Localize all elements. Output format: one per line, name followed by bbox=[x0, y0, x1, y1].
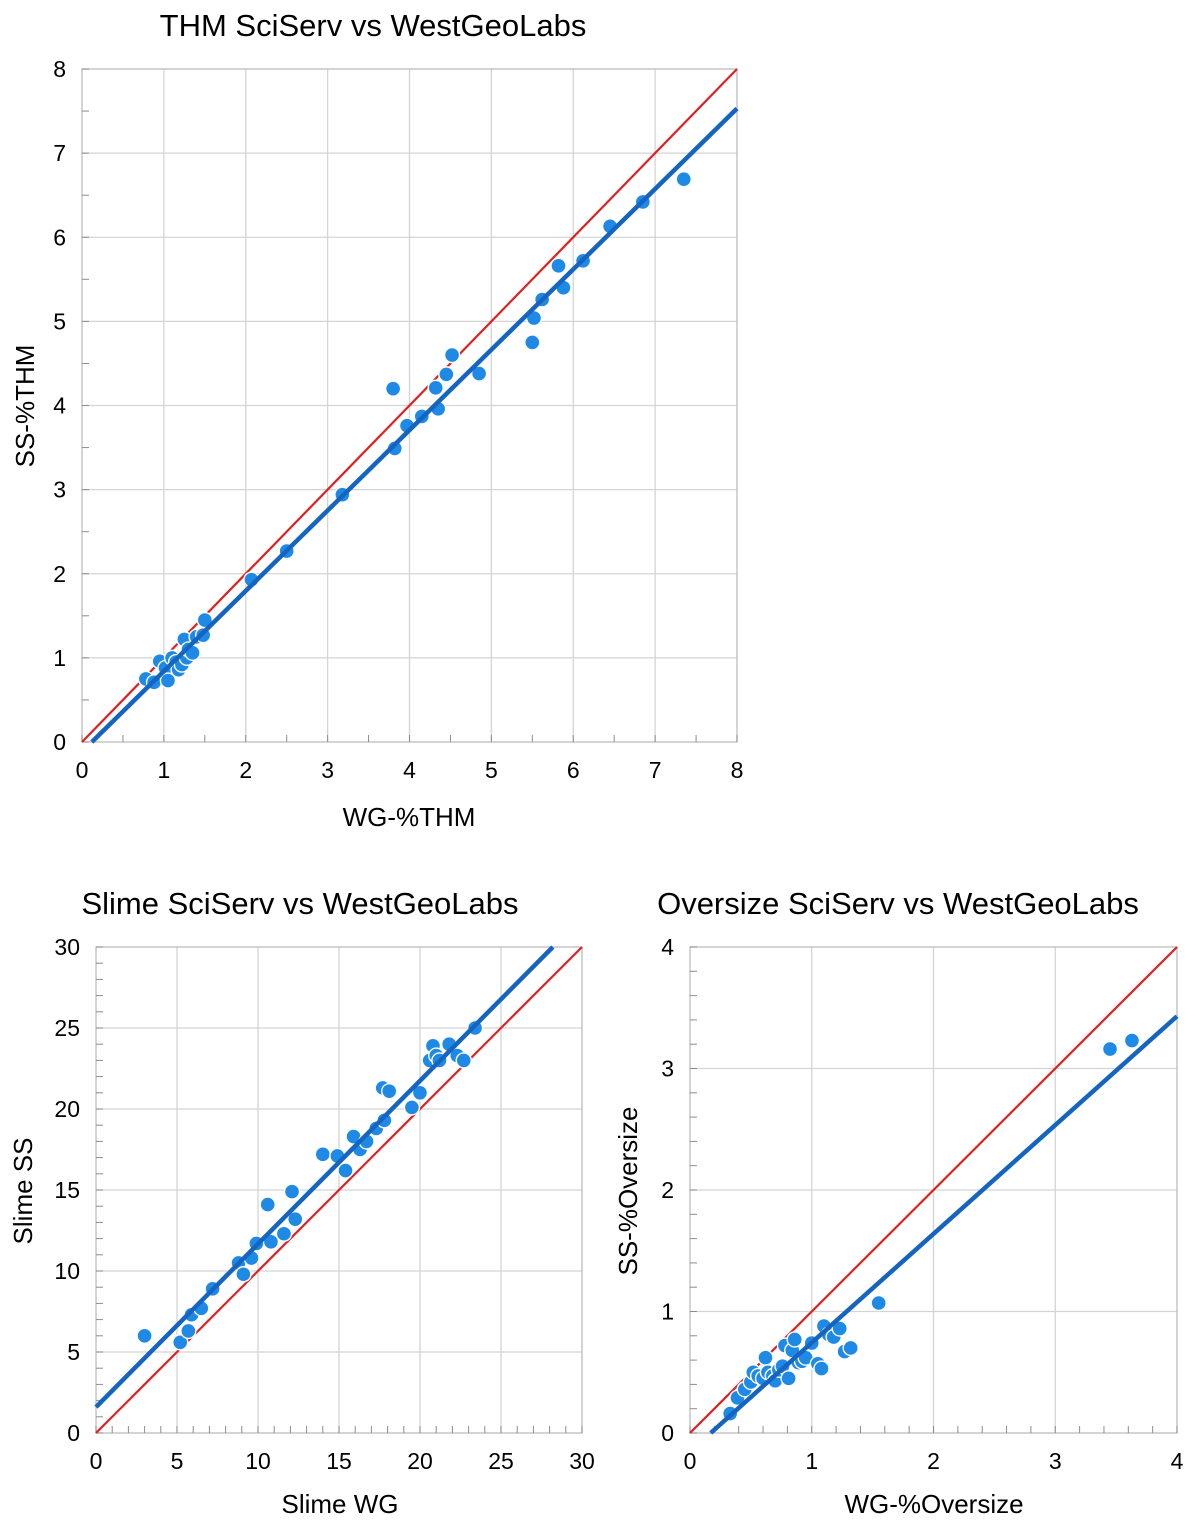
y-tick-label: 6 bbox=[53, 224, 66, 250]
x-axis-label: WG-%Oversize bbox=[844, 1489, 1023, 1519]
x-tick-label: 2 bbox=[239, 757, 252, 783]
x-tick-label: 10 bbox=[245, 1448, 271, 1474]
data-point bbox=[196, 611, 214, 629]
x-tick-label: 15 bbox=[326, 1448, 352, 1474]
x-tick-label: 5 bbox=[485, 757, 498, 783]
y-axis-label: Slime SS bbox=[8, 1138, 38, 1245]
x-tick-label: 7 bbox=[649, 757, 662, 783]
data-point bbox=[675, 171, 692, 188]
y-tick-label: 7 bbox=[53, 140, 66, 166]
y-tick-label: 3 bbox=[661, 1056, 674, 1082]
y-tick-label: 25 bbox=[54, 1015, 80, 1041]
chart-thm: THM SciServ vs WestGeoLabs 0 1 2 3 4 5 6 7 8 0 1 2 3… bbox=[10, 8, 743, 832]
x-tick-label: 20 bbox=[407, 1448, 433, 1474]
y-tick-label: 2 bbox=[53, 561, 66, 587]
identity-line bbox=[95, 946, 583, 1434]
y-tick-label: 0 bbox=[67, 1420, 80, 1446]
chart-title: Slime SciServ vs WestGeoLabs bbox=[81, 886, 518, 921]
data-point bbox=[262, 1233, 280, 1251]
y-tick-label: 10 bbox=[54, 1258, 80, 1284]
data-point bbox=[813, 1360, 830, 1377]
data-point bbox=[136, 1327, 153, 1345]
y-tick-label: 4 bbox=[53, 393, 66, 419]
chart-oversize: Oversize SciServ vs WestGeoLabs 0 1 2 3 4 0 1 2… bbox=[613, 886, 1184, 1519]
data-point bbox=[550, 257, 567, 275]
data-point bbox=[427, 379, 444, 397]
data-point bbox=[403, 1099, 421, 1116]
plot-area: 0 1 2 3 4 0 1 2 3 4 bbox=[661, 934, 1183, 1474]
y-axis-label: SS-%Oversize bbox=[613, 1106, 643, 1275]
data-point bbox=[455, 1052, 472, 1069]
x-axis-label: WG-%THM bbox=[343, 802, 476, 832]
chart-title: THM SciServ vs WestGeoLabs bbox=[160, 8, 587, 43]
x-tick-label: 0 bbox=[90, 1448, 103, 1474]
data-point bbox=[386, 440, 403, 457]
chart-title: Oversize SciServ vs WestGeoLabs bbox=[657, 886, 1139, 921]
x-tick-label: 3 bbox=[1049, 1448, 1062, 1474]
x-tick-label: 25 bbox=[488, 1448, 514, 1474]
y-tick-label: 30 bbox=[54, 934, 80, 960]
data-point bbox=[831, 1320, 848, 1337]
data-point bbox=[287, 1210, 304, 1228]
data-point bbox=[381, 1082, 398, 1100]
data-point bbox=[524, 334, 541, 351]
data-point bbox=[470, 365, 488, 382]
y-tick-label: 0 bbox=[53, 729, 66, 755]
y-tick-label: 5 bbox=[67, 1339, 80, 1365]
x-tick-label: 8 bbox=[731, 757, 744, 783]
trendline bbox=[709, 1014, 1179, 1435]
data-point bbox=[283, 1183, 301, 1200]
data-point bbox=[1123, 1032, 1141, 1049]
x-tick-label: 0 bbox=[684, 1448, 697, 1474]
data-point bbox=[259, 1196, 276, 1213]
x-tick-label: 1 bbox=[805, 1448, 818, 1474]
x-tick-label: 4 bbox=[1171, 1448, 1184, 1474]
x-tick-label: 0 bbox=[76, 757, 89, 783]
y-axis-label: SS-%THM bbox=[10, 345, 40, 468]
data-point bbox=[1101, 1040, 1119, 1058]
data-point bbox=[786, 1331, 803, 1348]
chart-slime: Slime SciServ vs WestGeoLabs 0 5 10 15 20 25 3… bbox=[8, 886, 595, 1519]
data-point bbox=[384, 380, 402, 397]
y-tick-label: 4 bbox=[661, 934, 674, 960]
x-tick-label: 3 bbox=[321, 757, 334, 783]
y-tick-label: 20 bbox=[54, 1096, 80, 1122]
trendline bbox=[90, 106, 739, 744]
data-point bbox=[443, 346, 461, 364]
data-point bbox=[757, 1349, 774, 1366]
y-tick-label: 1 bbox=[661, 1299, 674, 1325]
y-tick-label: 0 bbox=[661, 1420, 674, 1446]
data-point bbox=[438, 366, 455, 383]
data-point bbox=[376, 1112, 393, 1129]
data-point bbox=[180, 1322, 197, 1340]
x-tick-label: 2 bbox=[927, 1448, 940, 1474]
identity-line bbox=[81, 68, 738, 743]
data-point bbox=[314, 1146, 331, 1163]
data-point bbox=[172, 1334, 189, 1351]
plot-area: 0 5 10 15 20 25 30 0 5 10 15 20 25 30 bbox=[54, 934, 594, 1474]
data-point bbox=[842, 1339, 859, 1357]
data-point bbox=[411, 1084, 429, 1102]
trendline bbox=[94, 945, 555, 1409]
y-tick-label: 5 bbox=[53, 308, 66, 334]
data-point bbox=[337, 1162, 354, 1179]
x-tick-label: 30 bbox=[569, 1448, 595, 1474]
y-tick-label: 2 bbox=[661, 1177, 674, 1203]
data-point bbox=[159, 672, 177, 689]
x-tick-label: 5 bbox=[171, 1448, 184, 1474]
y-tick-label: 15 bbox=[54, 1177, 80, 1203]
data-point bbox=[275, 1225, 293, 1242]
x-tick-label: 4 bbox=[403, 757, 416, 783]
y-tick-label: 8 bbox=[53, 56, 66, 82]
data-point bbox=[870, 1294, 887, 1312]
y-tick-label: 1 bbox=[53, 645, 66, 671]
plot-area: 0 1 2 3 4 5 6 7 8 0 1 2 3 4 5 6 7 8 bbox=[53, 56, 743, 783]
x-tick-label: 6 bbox=[567, 757, 580, 783]
y-tick-label: 3 bbox=[53, 477, 66, 503]
x-tick-label: 1 bbox=[157, 757, 170, 783]
data-point bbox=[780, 1370, 797, 1387]
data-point bbox=[235, 1266, 252, 1283]
x-axis-label: Slime WG bbox=[282, 1489, 399, 1519]
